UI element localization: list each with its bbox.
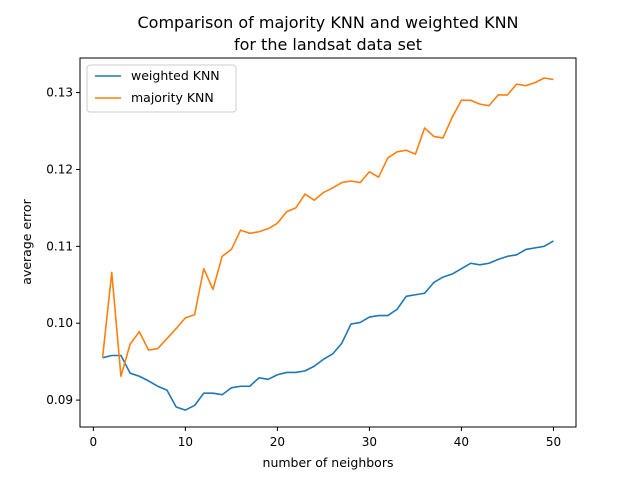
y-tick-label: 0.11 xyxy=(46,239,73,253)
x-tick-label: 0 xyxy=(90,435,98,449)
legend: weighted KNN majority KNN xyxy=(86,64,237,113)
x-tick-label: 40 xyxy=(454,435,469,449)
chart-title-line-1: Comparison of majority KNN and weighted … xyxy=(137,13,518,32)
y-axis: 0.09 0.10 0.11 0.12 0.13 xyxy=(46,86,80,407)
x-axis-label: number of neighbors xyxy=(263,455,394,470)
x-tick-label: 50 xyxy=(546,435,561,449)
y-tick-label: 0.12 xyxy=(46,162,73,176)
series-line-weighted-knn xyxy=(102,240,554,411)
series-line-majority-knn xyxy=(101,77,554,378)
y-axis-label: average error xyxy=(19,198,34,284)
y-tick-label: 0.13 xyxy=(46,86,73,100)
y-tick-label: 0.09 xyxy=(46,393,73,407)
x-axis: 0 10 20 30 40 50 xyxy=(90,427,561,449)
y-tick-label: 0.10 xyxy=(46,316,73,330)
legend-label-majority-knn: majority KNN xyxy=(131,90,214,105)
x-tick-label: 30 xyxy=(362,435,377,449)
legend-label-weighted-knn: weighted KNN xyxy=(131,68,220,83)
axes-frame xyxy=(79,57,577,428)
x-tick-label: 20 xyxy=(270,435,285,449)
chart-title-line-2: for the landsat data set xyxy=(234,35,422,54)
x-tick-label: 10 xyxy=(178,435,193,449)
legend-box xyxy=(86,64,237,113)
plot-area xyxy=(101,77,554,411)
